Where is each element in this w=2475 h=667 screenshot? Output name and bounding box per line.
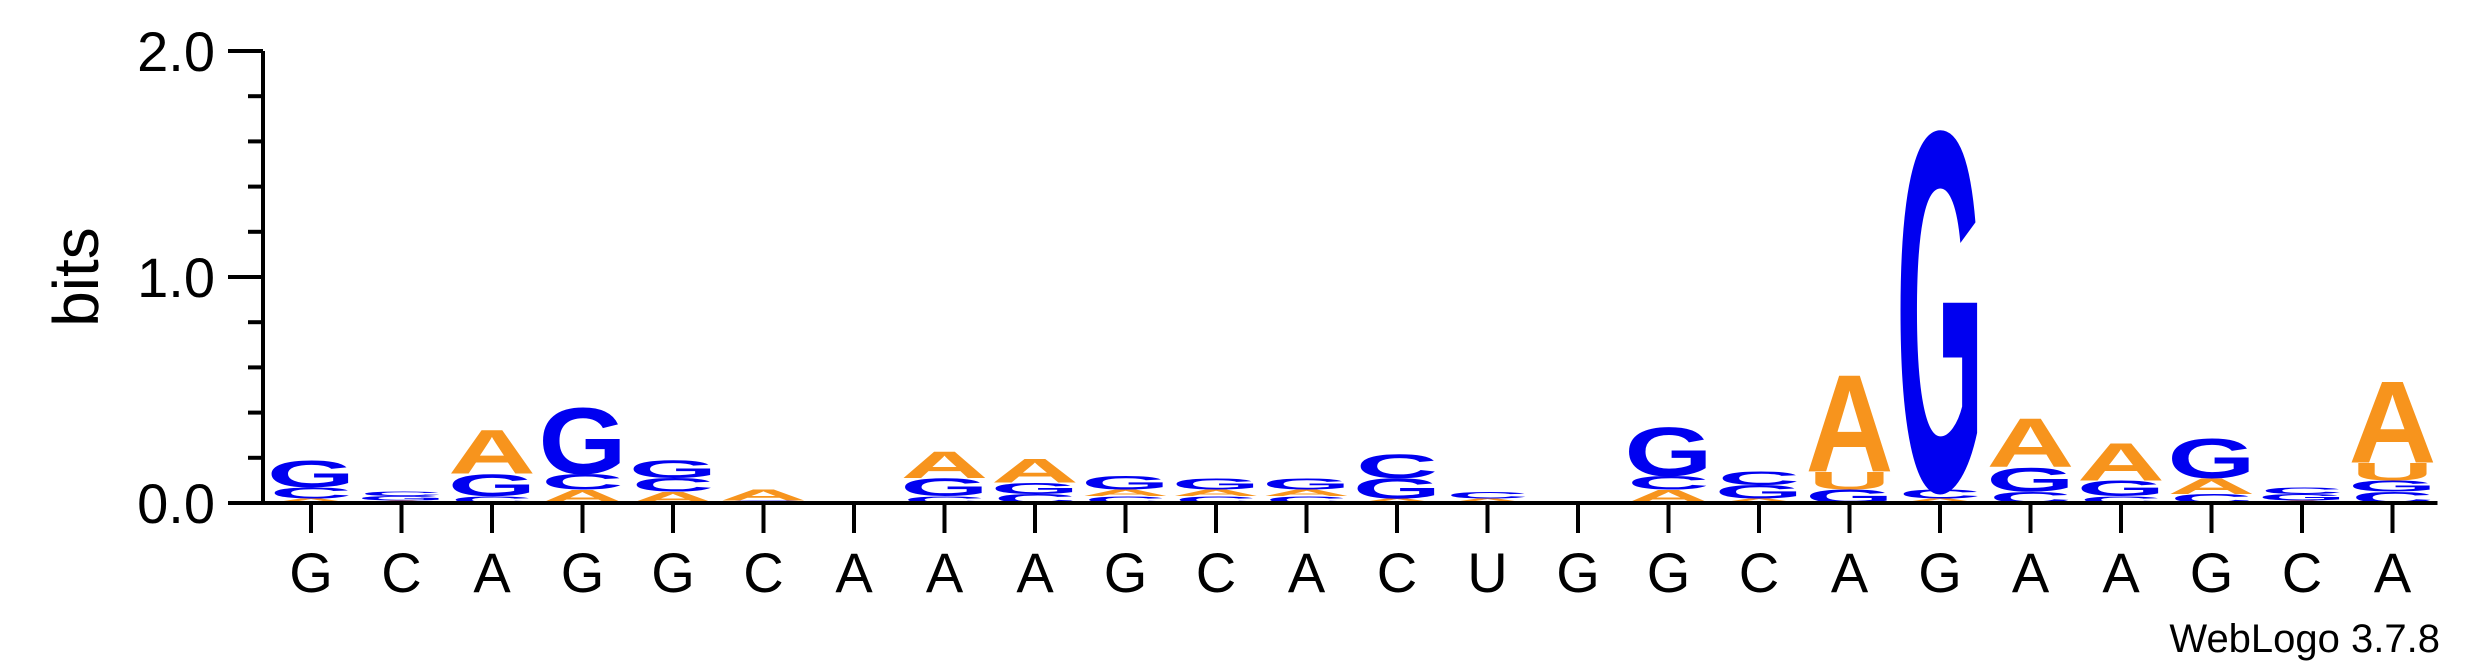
x-tick-label: G xyxy=(2190,541,2234,604)
x-tick-label: A xyxy=(473,541,511,604)
x-tick-label: A xyxy=(835,541,873,604)
logo-letter-C: C xyxy=(904,495,986,506)
logo-letter-A: A xyxy=(1172,488,1260,499)
x-tick-label: G xyxy=(651,541,695,604)
logo-letter-G: G xyxy=(538,388,626,494)
logo-letter-A: A xyxy=(1353,497,1441,504)
logo-letter-A: A xyxy=(1263,488,1351,499)
logo-letter-G: G xyxy=(1081,472,1169,493)
logo-letter-G: G xyxy=(267,453,355,496)
x-tick-label: A xyxy=(1016,541,1054,604)
y-tick-label: 0.0 xyxy=(137,472,215,535)
x-tick-label: C xyxy=(1196,541,1236,604)
logo-letter-C: C xyxy=(1447,490,1529,501)
logo-letter-A: A xyxy=(1896,497,1984,504)
logo-letter-G: G xyxy=(2077,476,2165,501)
logo-letter-A: A xyxy=(1082,488,1170,499)
x-tick-label: C xyxy=(1377,541,1417,604)
x-tick-label: A xyxy=(1831,541,1869,604)
weblogo-credit: WebLogo 3.7.8 xyxy=(2169,617,2440,661)
logo-letter-C: C xyxy=(1085,495,1167,506)
logo-letter-C: C xyxy=(2080,495,2162,506)
logo-letter-A: A xyxy=(1987,404,2075,482)
logo-letter-stacks: ACGAGCCGAACGACGCAACGACGACAGCAGCAGAGCACAA… xyxy=(267,24,2437,598)
logo-letter-G: G xyxy=(1624,413,1712,490)
logo-letter-C: C xyxy=(1899,487,1981,501)
x-tick-label: A xyxy=(2102,541,2140,604)
x-tick-label: G xyxy=(561,541,605,604)
x-tick-label: A xyxy=(926,541,964,604)
logo-letter-A: A xyxy=(2349,358,2437,488)
logo-letter-G: G xyxy=(357,495,445,502)
x-tick-label: A xyxy=(2012,541,2050,604)
logo-letter-G: G xyxy=(629,456,717,484)
logo-letter-U: U xyxy=(1809,467,1891,495)
logo-letter-A: A xyxy=(1715,497,1803,504)
x-tick-label: G xyxy=(1556,541,1600,604)
y-tick-label: 1.0 xyxy=(137,246,215,309)
logo-letter-C: C xyxy=(542,470,624,495)
logo-letter-G: G xyxy=(1262,475,1350,493)
logo-letter-C: C xyxy=(361,491,443,498)
x-tick-label: G xyxy=(1647,541,1691,604)
logo-letter-A: A xyxy=(2168,474,2256,499)
logo-letter-C: C xyxy=(1175,495,1257,506)
logo-letter-G: G xyxy=(900,474,988,502)
x-tick-label: A xyxy=(1288,541,1326,604)
logo-letter-C: C xyxy=(632,475,714,496)
logo-letter-G: G xyxy=(1353,473,1441,505)
logo-letter-G: G xyxy=(1715,481,1803,502)
logo-letter-C: C xyxy=(2261,485,2343,496)
logo-letter-G: G xyxy=(1172,475,1260,493)
y-axis-minor-ticks xyxy=(248,49,263,460)
logo-letter-G: G xyxy=(448,468,536,503)
logo-letter-G: G xyxy=(2167,428,2255,491)
logo-letter-G: G xyxy=(2258,492,2346,503)
logo-letter-U: U xyxy=(2352,458,2434,486)
logo-letter-C: C xyxy=(1718,468,1800,489)
logo-letter-A: A xyxy=(267,497,355,504)
logo-letter-G: G xyxy=(1986,460,2074,499)
logo-letter-C: C xyxy=(451,495,533,506)
y-tick-label: 2.0 xyxy=(137,20,215,83)
x-tick-label: G xyxy=(1918,541,1962,604)
logo-letter-G: G xyxy=(2348,478,2436,496)
logo-letter-G: G xyxy=(991,480,1079,498)
x-tick-label: C xyxy=(743,541,783,604)
logo-letter-A: A xyxy=(720,487,808,505)
logo-letter-A: A xyxy=(448,416,536,487)
x-tick-label: U xyxy=(1467,541,1507,604)
logo-letter-A: A xyxy=(901,444,989,486)
logo-letter-C: C xyxy=(1266,495,1348,506)
x-tick-label: G xyxy=(1104,541,1148,604)
logo-letter-C: C xyxy=(270,484,352,502)
logo-letter-A: A xyxy=(1444,497,1532,504)
x-tick-label: A xyxy=(2374,541,2412,604)
logo-letter-A: A xyxy=(2077,432,2165,492)
x-tick-label: C xyxy=(381,541,421,604)
x-tick-label: C xyxy=(1739,541,1779,604)
x-tick-label: C xyxy=(2282,541,2322,604)
logo-letter-C: C xyxy=(1356,447,1438,486)
logo-letter-A: A xyxy=(991,451,1079,490)
logo-letter-A: A xyxy=(1806,346,1894,501)
y-axis-label: bits xyxy=(40,227,112,327)
logo-letter-C: C xyxy=(1628,472,1710,493)
x-tick-label: G xyxy=(289,541,333,604)
